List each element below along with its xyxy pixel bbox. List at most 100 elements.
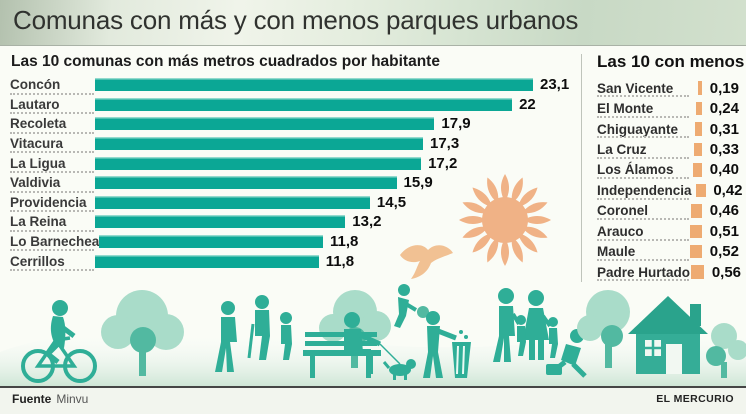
bar-row: Concón 23,1 <box>10 75 582 95</box>
bar <box>95 176 397 190</box>
value-label: 0,46 <box>709 202 739 220</box>
category-label: Independencia <box>597 182 692 198</box>
value-label: 15,9 <box>403 174 433 192</box>
page-title: Comunas con más y con menos parques urba… <box>13 5 579 35</box>
bar-row: La Cruz 0,33 <box>597 139 739 160</box>
pedestrian-icon <box>215 301 237 372</box>
category-label: Recoleta <box>10 116 67 132</box>
bar <box>95 195 370 209</box>
left-chart-rows: Concón 23,1 Lautaro 22 Recoleta 17,9 Vitacura 1… <box>10 75 582 271</box>
value-label: 11,8 <box>325 252 355 270</box>
bar-row: El Monte 0,24 <box>597 98 739 119</box>
value-label: 22 <box>519 95 536 113</box>
bar <box>95 97 513 111</box>
category-label: Valdivia <box>10 175 61 191</box>
value-label: 13,2 <box>352 213 382 231</box>
bar-row: Recoleta 17,9 <box>10 114 582 134</box>
bar <box>690 224 702 239</box>
bar <box>95 117 435 131</box>
bar <box>691 204 702 218</box>
category-label: Lautaro <box>10 96 60 112</box>
value-label: 0,40 <box>709 161 739 179</box>
category-label: La Ligua <box>10 155 66 171</box>
bar <box>697 81 702 95</box>
source-label: Fuente <box>12 392 52 406</box>
bar-row: La Reina 13,2 <box>10 212 582 232</box>
category-label: Chiguayante <box>597 121 679 137</box>
value-label: 17,2 <box>428 154 458 172</box>
bar-slot <box>688 81 702 95</box>
bar-row: Independencia 0,42 <box>597 180 743 201</box>
bar <box>95 78 533 92</box>
bar-slot <box>688 224 702 239</box>
value-label: 14,5 <box>376 193 407 211</box>
park-scene-illustration <box>0 284 746 386</box>
bar-row: Lo Barnechea 11,8 <box>10 232 582 252</box>
bird-icon <box>400 245 453 279</box>
category-label: Padre Hurtado <box>597 264 691 280</box>
value-label: 17,9 <box>441 115 471 133</box>
category-label: La Cruz <box>597 142 647 158</box>
bar-row: Lautaro 22 <box>10 95 582 115</box>
bar <box>694 142 702 157</box>
elderly-and-child-icon <box>247 295 292 360</box>
tree-icon <box>577 290 630 368</box>
bar-row: Cerrillos 11,8 <box>10 251 582 271</box>
bar <box>694 122 702 136</box>
category-label: La Reina <box>10 214 67 230</box>
bar-slot <box>688 101 702 116</box>
bar-row: Vitacura 17,3 <box>10 134 582 154</box>
value-label: 0,56 <box>711 263 742 281</box>
bar-row: La Ligua 17,2 <box>10 153 582 173</box>
bar-slot <box>688 142 702 157</box>
header-divider <box>0 45 746 46</box>
right-chart-title: Las 10 con menos <box>597 52 745 71</box>
category-label: Los Álamos <box>597 162 674 178</box>
bar-slot <box>688 244 702 259</box>
child-ball-icon <box>394 284 429 328</box>
bar-slot <box>688 122 702 136</box>
category-label: Maule <box>597 244 636 260</box>
source-note: Fuente Minvu <box>12 392 88 406</box>
bar-slot <box>692 183 706 198</box>
panel-divider <box>581 54 582 282</box>
footer-rule <box>0 386 746 388</box>
bar-row: Arauco 0,51 <box>597 221 739 241</box>
category-label: Cerrillos <box>10 253 65 269</box>
category-label: El Monte <box>597 101 654 117</box>
value-label: 0,19 <box>709 79 739 97</box>
bar-slot <box>690 265 705 279</box>
value-label: 17,3 <box>430 135 460 153</box>
value-label: 0,51 <box>709 222 739 240</box>
value-label: 0,42 <box>713 181 743 199</box>
publisher-credit: EL MERCURIO <box>656 393 734 405</box>
family-icon <box>493 288 558 362</box>
bar <box>692 163 702 177</box>
value-label: 0,31 <box>709 120 739 138</box>
header-photo-strip <box>0 0 746 46</box>
bar-slot <box>688 163 702 177</box>
category-label: Concón <box>10 77 61 93</box>
value-label: 23,1 <box>540 76 570 94</box>
category-label: Coronel <box>597 203 649 219</box>
right-chart-rows: San Vicente 0,19 El Monte 0,24 Chiguayante 0,… <box>597 78 743 282</box>
bar <box>696 101 702 116</box>
bar-slot <box>688 204 702 218</box>
category-label: San Vicente <box>597 80 674 96</box>
person-with-dog-icon <box>344 312 416 380</box>
category-label: Vitacura <box>10 136 64 152</box>
cyclist-icon <box>21 300 97 383</box>
bar <box>689 244 702 259</box>
left-chart-title: Las 10 comunas con más metros cuadrados … <box>11 53 440 70</box>
sun-icon <box>459 174 551 266</box>
value-label: 0,52 <box>709 243 739 261</box>
value-label: 0,24 <box>709 100 739 118</box>
value-label: 11,8 <box>329 233 359 251</box>
person-trash-bin-icon <box>423 311 471 378</box>
category-label: Lo Barnechea <box>10 234 100 250</box>
bar <box>95 254 319 268</box>
house-icon <box>628 296 708 374</box>
tree-icon <box>706 323 746 378</box>
footer <box>0 388 746 414</box>
